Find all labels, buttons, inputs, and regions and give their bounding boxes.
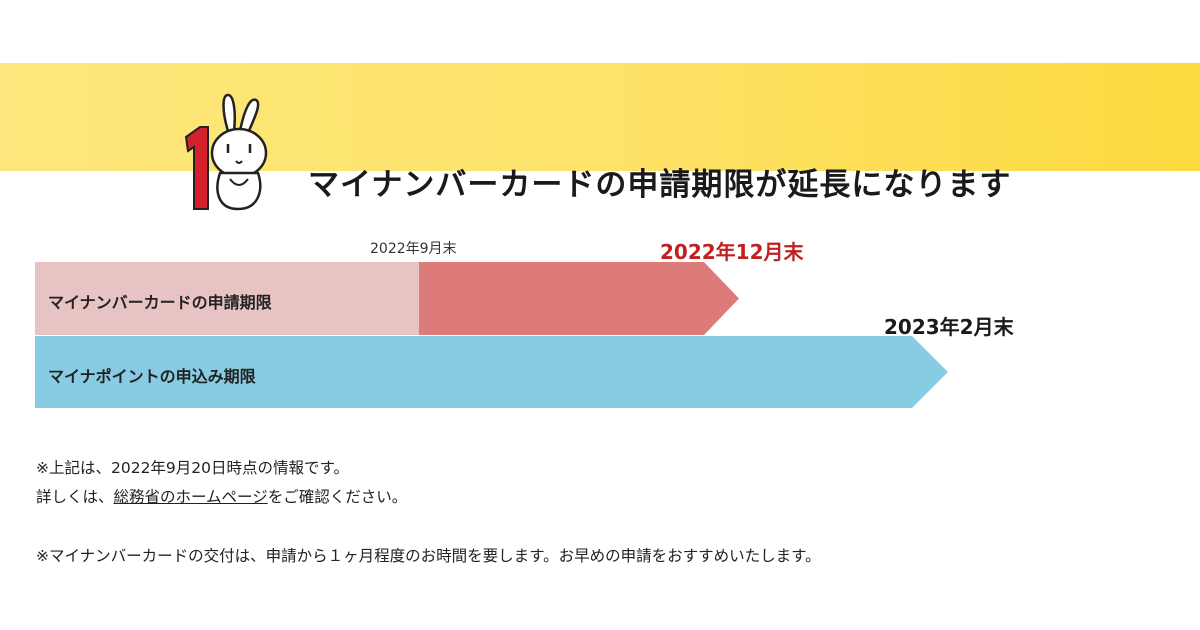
extended-deadline-label: 2022年12月末 <box>660 240 804 264</box>
point-bar-label: マイナポイントの申込み期限 <box>48 367 256 386</box>
note-details-prefix: 詳しくは、 <box>36 488 114 506</box>
note-details-suffix: をご確認ください。 <box>267 488 408 506</box>
note-details: 詳しくは、総務省のホームページをご確認ください。 <box>36 483 821 512</box>
rabbit-mascot-icon <box>184 93 268 211</box>
card-original-period-bar <box>35 262 419 335</box>
header-banner: マイナンバーカードの申請期限が延長になります <box>0 63 1200 211</box>
notes-spacer <box>36 512 821 542</box>
note-info-date: ※上記は、2022年9月20日時点の情報です。 <box>36 459 349 477</box>
original-deadline-label: 2022年9月末 <box>370 241 457 257</box>
card-extended-period-arrow <box>419 262 739 335</box>
soumusho-homepage-link[interactable]: 総務省のホームページ <box>113 488 268 506</box>
card-bar-label: マイナンバーカードの申請期限 <box>48 293 272 312</box>
point-period-arrow <box>35 336 948 408</box>
notes-section: ※上記は、2022年9月20日時点の情報です。 詳しくは、総務省のホームページを… <box>36 454 821 571</box>
point-deadline-label: 2023年2月末 <box>884 315 1014 339</box>
note-issuance-time: ※マイナンバーカードの交付は、申請から１ヶ月程度のお時間を要します。お早めの申請… <box>36 547 821 565</box>
banner-title: マイナンバーカードの申請期限が延長になります <box>308 167 1012 203</box>
